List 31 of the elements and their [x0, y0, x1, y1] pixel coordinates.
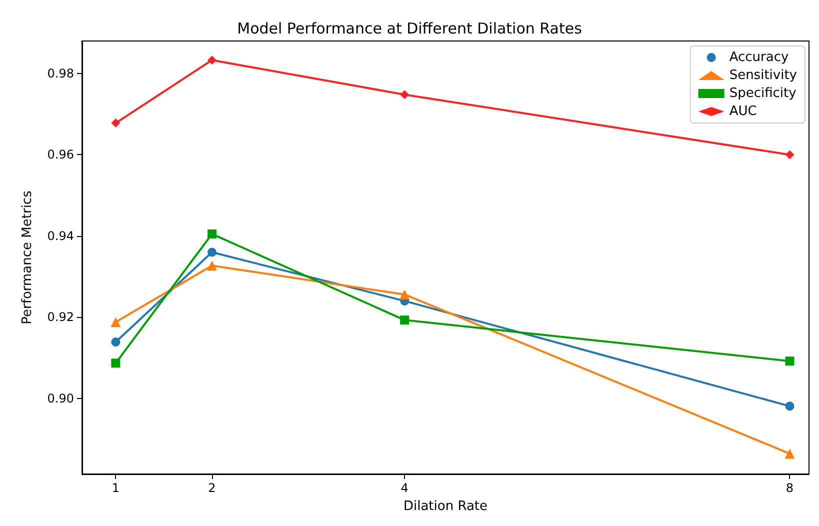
chart-title: Model Performance at Different Dilation Rates: [237, 20, 582, 38]
y-tick-label: 0.94: [47, 228, 74, 243]
legend-label: Specificity: [729, 86, 797, 101]
x-tick-label: 8: [786, 481, 794, 495]
point: [207, 56, 216, 65]
x-tick-label: 2: [208, 481, 216, 495]
y-axis-title: Performance Metrics: [20, 190, 35, 324]
point: [785, 150, 794, 160]
point: [785, 356, 794, 366]
point: [400, 289, 410, 300]
legend-label: Sensitivity: [729, 68, 798, 83]
point: [208, 248, 216, 257]
point: [400, 316, 410, 325]
point: [110, 317, 121, 328]
legend-label: AUC: [729, 104, 757, 119]
x-tick-label: 4: [400, 481, 408, 495]
point: [400, 90, 410, 100]
point: [111, 358, 120, 368]
point: [785, 402, 794, 411]
point: [111, 118, 120, 128]
y-tick-label: 0.92: [47, 310, 74, 324]
y-tick-label: 0.90: [47, 391, 74, 406]
y-tick-label: 0.96: [47, 148, 74, 162]
point: [206, 260, 217, 271]
x-axis-title: Dilation Rate: [403, 499, 488, 514]
point: [784, 448, 795, 459]
x-tick-label: 1: [112, 481, 120, 495]
legend-label: Accuracy: [729, 50, 789, 65]
point: [207, 229, 216, 238]
point: [111, 337, 120, 346]
y-tick-label: 0.98: [47, 66, 74, 80]
